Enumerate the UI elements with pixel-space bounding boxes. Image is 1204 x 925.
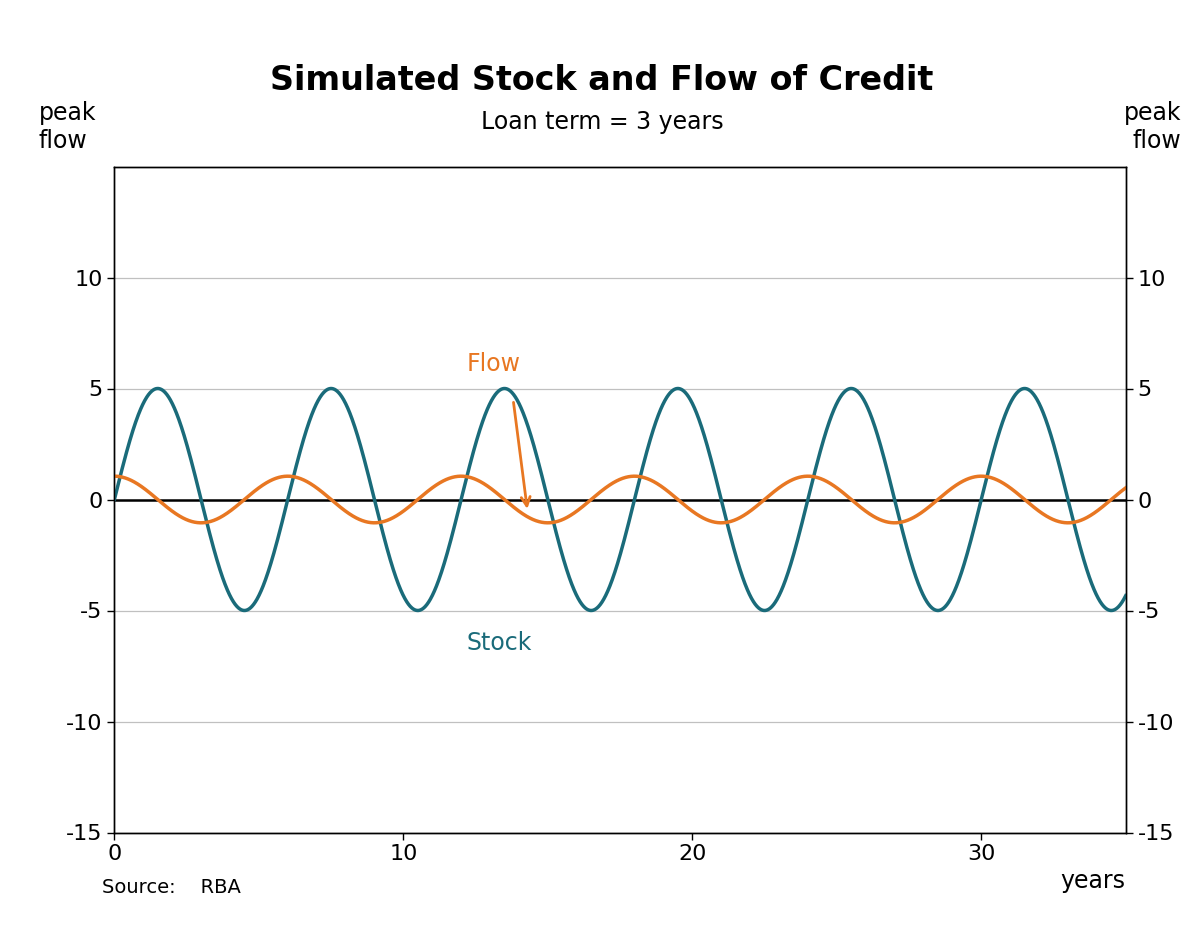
Text: Loan term = 3 years: Loan term = 3 years xyxy=(480,110,724,134)
Text: peak
flow: peak flow xyxy=(1123,102,1181,154)
Text: Simulated Stock and Flow of Credit: Simulated Stock and Flow of Credit xyxy=(271,64,933,97)
Text: peak
flow: peak flow xyxy=(39,102,96,154)
Text: Flow: Flow xyxy=(467,352,521,376)
Text: Stock: Stock xyxy=(467,632,532,656)
Text: Source:    RBA: Source: RBA xyxy=(102,878,241,897)
Text: years: years xyxy=(1061,870,1126,894)
